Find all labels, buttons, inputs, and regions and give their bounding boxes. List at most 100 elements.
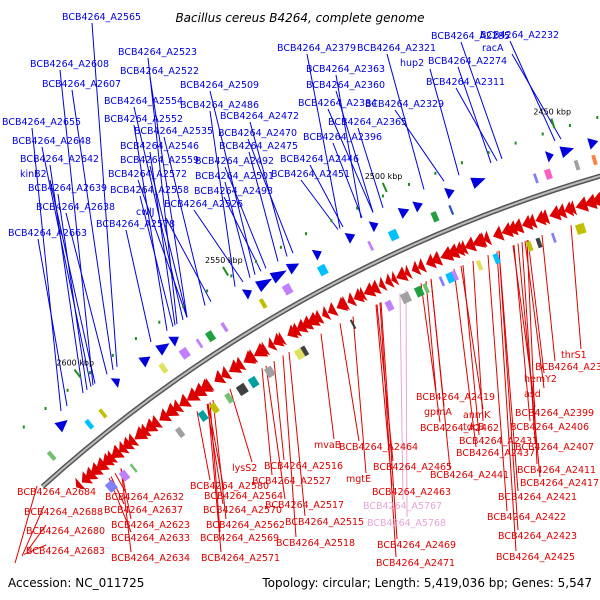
forward-gene-label: BCB4264_A2558 (110, 185, 189, 196)
reverse-gene-arrow (540, 209, 551, 225)
outer-category-bar (220, 322, 229, 333)
forward-gene-leader (509, 40, 556, 142)
forward-gene-label: BCB4264_A2486 (180, 100, 259, 111)
reverse-gene-leader (261, 368, 273, 476)
forward-gene-leader (91, 22, 118, 367)
forward-gene-label: BCB4264_A2379 (277, 43, 356, 54)
reverse-gene-leader (420, 283, 441, 423)
forward-gene-label: BCB4264_A2232 (480, 30, 559, 41)
reverse-gene-leader (513, 245, 531, 422)
forward-gene-label: BCB4264_A2639 (28, 183, 107, 194)
forward-gene-leader (137, 179, 188, 318)
inner-category-bar (475, 259, 484, 271)
forward-gene-label: BCB4264_A2648 (12, 136, 91, 147)
forward-gene-label: BCB4264_A2501 (195, 171, 274, 182)
forward-gene-leader (193, 209, 244, 283)
forward-gene-arrow (344, 233, 356, 244)
reverse-gene-leader (21, 505, 45, 557)
forward-gene-label: BCB4264_A2451 (271, 169, 350, 180)
scale-dot (487, 151, 490, 155)
forward-gene-label: racA (482, 43, 504, 54)
reverse-gene-arrow (564, 201, 575, 217)
forward-gene-label: hup2 (400, 58, 424, 69)
reverse-gene-arrow (575, 196, 590, 212)
reverse-gene-arrow (347, 292, 358, 307)
inner-category-bar (247, 375, 260, 389)
reverse-gene-arrow (205, 377, 215, 391)
reverse-gene-arrow (597, 194, 600, 203)
map-title: Bacillus cereus B4264, complete genome (175, 11, 424, 25)
inner-category-bar (129, 463, 138, 473)
reverse-gene-label: BCB4264_A2469 (377, 540, 456, 551)
reverse-gene-label: BCB4264_A2421 (498, 492, 577, 503)
reverse-gene-arrow (327, 301, 339, 317)
forward-gene-label: BCB4264_A2535 (134, 126, 213, 137)
forward-gene-label: BCB4264_A2655 (2, 117, 81, 128)
inner-category-bar (550, 232, 557, 243)
scale-dot (22, 425, 25, 429)
reverse-gene-arrow (417, 258, 428, 273)
reverse-gene-arrow (411, 260, 422, 276)
scale-dot (134, 337, 137, 341)
inner-category-bar (399, 291, 412, 305)
reverse-gene-arrow (446, 243, 461, 259)
scale-dot (230, 274, 233, 278)
reverse-gene-arrow (404, 264, 413, 280)
reverse-gene-arrow (512, 218, 525, 234)
forward-gene-arrow (110, 378, 121, 388)
forward-gene-leader (306, 53, 341, 229)
forward-gene-label: BCB4264_A2663 (8, 228, 87, 239)
forward-gene-label: BCB4264_A2578 (96, 219, 175, 230)
reverse-gene-arrow (260, 341, 271, 356)
forward-gene-leader (149, 76, 188, 318)
reverse-gene-label: BCB4264_A2688 (24, 507, 103, 518)
forward-gene-label: kinB2 (20, 169, 47, 180)
reverse-gene-arrow (159, 408, 173, 422)
outer-category-bar (281, 283, 294, 296)
forward-gene-leader (394, 109, 445, 182)
reverse-gene-leader (570, 225, 582, 350)
reverse-gene-leader (26, 524, 47, 552)
forward-gene-leader (247, 138, 294, 254)
scale-dot (279, 245, 282, 249)
reverse-gene-arrow (268, 337, 278, 351)
forward-gene-label: BCB4264_A2470 (218, 128, 297, 139)
inner-category-bar (235, 382, 249, 397)
reverse-gene-arrow (278, 331, 287, 346)
forward-gene-label: BCB4264_A2546 (120, 141, 199, 152)
outer-category-bar (533, 173, 539, 184)
reverse-gene-arrow (179, 393, 192, 407)
kbp-tick-mark (550, 118, 556, 129)
reverse-gene-label: mgtE (346, 474, 371, 485)
reverse-gene-label: anmK (463, 410, 491, 421)
forward-gene-label: BCB4264_A2285 (431, 31, 510, 42)
reverse-gene-label: gpmA (424, 407, 452, 418)
reverse-gene-leader (380, 302, 398, 540)
reverse-gene-label: BCB4264_A2437 (456, 448, 535, 459)
reverse-gene-arrow (396, 266, 409, 281)
reverse-gene-leader (14, 485, 38, 564)
reverse-gene-label: BCB4264_A2462 (420, 423, 499, 434)
reverse-gene-label: BCB4264_A2623 (111, 520, 190, 531)
forward-gene-leader (41, 146, 92, 387)
forward-gene-label: BCB4264_A2472 (220, 111, 299, 122)
forward-gene-leader (357, 127, 384, 208)
forward-gene-leader (429, 68, 460, 176)
scale-dot (434, 171, 437, 175)
forward-gene-label: BCB4264_A2321 (357, 43, 436, 54)
outer-category-bar (178, 346, 191, 360)
reverse-gene-arrow (370, 279, 382, 294)
forward-gene-label: BCB4264_A2607 (42, 79, 121, 90)
reverse-gene-label: BCB4264_A2417 (520, 478, 599, 489)
outer-category-bar (46, 450, 57, 461)
scale-dot (460, 161, 463, 165)
forward-gene-arrow (412, 201, 423, 213)
reverse-gene-label: BCB4264_A2382 (535, 362, 600, 373)
reverse-gene-arrow (363, 282, 377, 297)
reverse-gene-leader (339, 323, 360, 442)
reverse-gene-arrow (228, 359, 243, 373)
outer-category-bar (591, 154, 598, 166)
reverse-gene-arrow (556, 203, 568, 219)
forward-gene-arrow (155, 343, 170, 356)
forward-gene-arrow (241, 289, 253, 300)
